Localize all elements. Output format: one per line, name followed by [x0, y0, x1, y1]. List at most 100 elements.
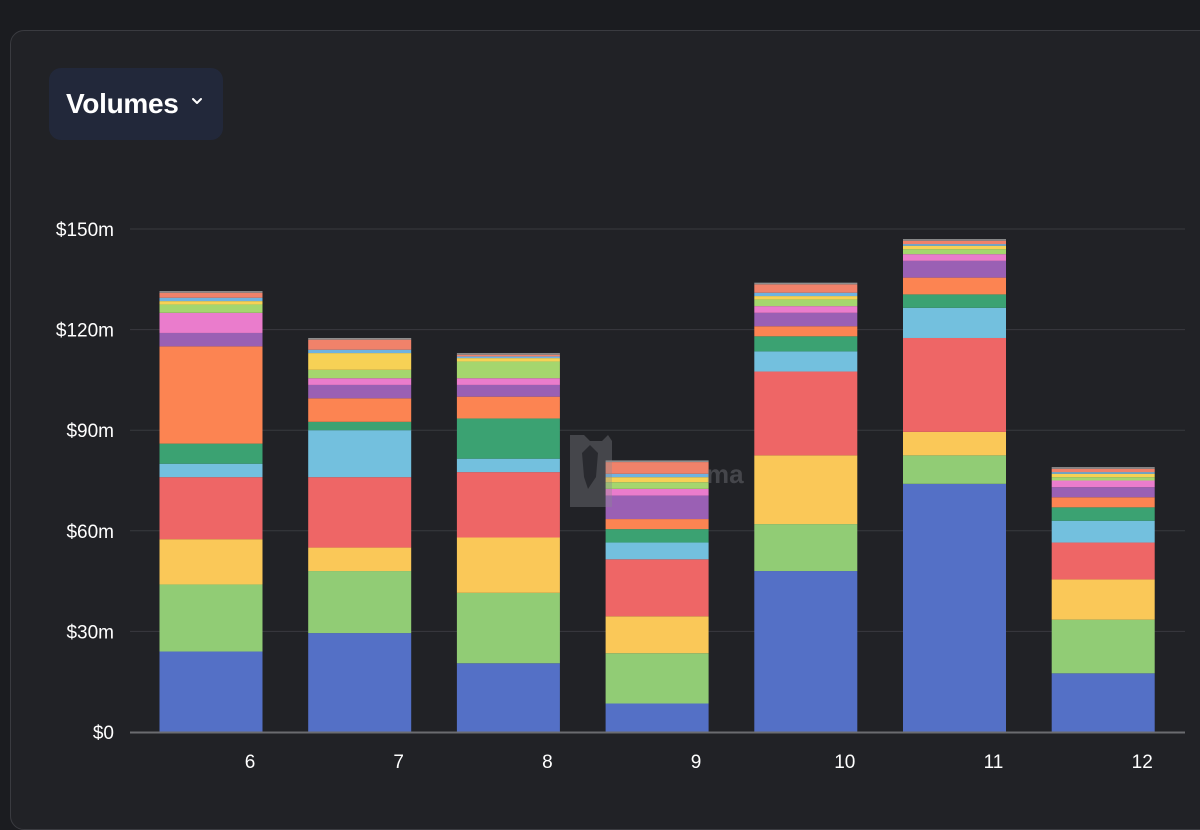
bar-segment[interactable] — [903, 337, 1006, 432]
bar-segment[interactable] — [308, 547, 412, 572]
bar-segment[interactable] — [456, 537, 560, 593]
bar-segment[interactable] — [605, 460, 709, 463]
bar-segment[interactable] — [159, 346, 263, 444]
bar-segment[interactable] — [903, 431, 1006, 456]
bar-segment[interactable] — [1051, 673, 1155, 732]
bar-segment[interactable] — [456, 384, 560, 397]
bar-segment[interactable] — [605, 495, 709, 520]
bar-segment[interactable] — [159, 292, 263, 298]
bar-segment[interactable] — [456, 592, 560, 664]
bar-segment[interactable] — [159, 443, 263, 464]
bar-segment[interactable] — [605, 559, 709, 617]
bar-segment[interactable] — [308, 633, 412, 732]
bar-segment[interactable] — [754, 312, 858, 327]
bar-segment[interactable] — [456, 663, 560, 732]
bar-segment[interactable] — [903, 249, 1006, 255]
bar-segment[interactable] — [605, 482, 709, 489]
bar-stack-12[interactable] — [1051, 467, 1155, 732]
bar-segment[interactable] — [1051, 542, 1155, 580]
bar-segment[interactable] — [308, 369, 412, 379]
bar-segment[interactable] — [456, 358, 560, 362]
bar-segment[interactable] — [605, 616, 709, 654]
bar-segment[interactable] — [308, 349, 412, 354]
bar-segment[interactable] — [1051, 477, 1155, 481]
bar-segment[interactable] — [605, 703, 709, 732]
bar-segment[interactable] — [308, 339, 412, 350]
bar-segment[interactable] — [1051, 520, 1155, 543]
bar-segment[interactable] — [754, 292, 858, 297]
bar-segment[interactable] — [159, 332, 263, 347]
bar-segment[interactable] — [605, 488, 709, 496]
bar-segment[interactable] — [903, 483, 1006, 732]
bar-segment[interactable] — [456, 361, 560, 379]
bar-segment[interactable] — [159, 304, 263, 313]
bar-segment[interactable] — [456, 458, 560, 473]
bar-segment[interactable] — [308, 571, 412, 634]
bar-segment[interactable] — [456, 354, 560, 357]
bar-segment[interactable] — [308, 430, 412, 478]
bar-segment[interactable] — [754, 296, 858, 300]
bar-segment[interactable] — [754, 351, 858, 372]
bar-segment[interactable] — [1051, 507, 1155, 521]
bar-segment[interactable] — [1051, 619, 1155, 674]
bar-segment[interactable] — [903, 307, 1006, 338]
bar-segment[interactable] — [605, 462, 709, 474]
bar-segment[interactable] — [754, 571, 858, 732]
bar-segment[interactable] — [754, 306, 858, 313]
bar-segment[interactable] — [605, 529, 709, 543]
bar-segment[interactable] — [1051, 468, 1155, 473]
bar-segment[interactable] — [159, 477, 263, 540]
bar-segment[interactable] — [903, 294, 1006, 308]
bar-segment[interactable] — [903, 244, 1006, 246]
bar-stack-11[interactable] — [903, 239, 1006, 732]
bar-segment[interactable] — [903, 239, 1006, 241]
bar-segment[interactable] — [903, 254, 1006, 261]
bar-segment[interactable] — [754, 299, 858, 307]
bar-segment[interactable] — [1051, 467, 1155, 469]
bar-segment[interactable] — [159, 539, 263, 585]
bar-segment[interactable] — [1051, 497, 1155, 508]
bar-segment[interactable] — [754, 326, 858, 337]
bar-segment[interactable] — [456, 396, 560, 419]
bar-segment[interactable] — [1051, 473, 1155, 478]
bar-segment[interactable] — [456, 418, 560, 459]
bar-segment[interactable] — [308, 378, 412, 385]
bar-segment[interactable] — [308, 384, 412, 399]
bar-segment[interactable] — [605, 653, 709, 704]
bar-segment[interactable] — [1051, 487, 1155, 498]
bar-segment[interactable] — [1051, 579, 1155, 620]
bar-segment[interactable] — [1051, 472, 1155, 474]
bar-segment[interactable] — [754, 282, 858, 285]
bar-segment[interactable] — [308, 337, 412, 340]
bar-segment[interactable] — [308, 398, 412, 422]
bar-segment[interactable] — [308, 421, 412, 431]
bar-stack-10[interactable] — [754, 282, 858, 732]
bar-segment[interactable] — [308, 353, 412, 370]
bar-segment[interactable] — [159, 297, 263, 302]
bar-segment[interactable] — [159, 651, 263, 732]
bar-segment[interactable] — [456, 353, 560, 355]
bar-segment[interactable] — [159, 312, 263, 333]
bar-stack-9[interactable] — [605, 460, 709, 732]
bar-segment[interactable] — [903, 240, 1006, 245]
bar-stack-8[interactable] — [456, 353, 560, 732]
bar-segment[interactable] — [1051, 480, 1155, 488]
bar-segment[interactable] — [605, 542, 709, 560]
bar-segment[interactable] — [456, 472, 560, 538]
bar-segment[interactable] — [754, 524, 858, 572]
bar-segment[interactable] — [605, 477, 709, 483]
metric-dropdown[interactable]: Volumes — [49, 68, 223, 140]
bar-segment[interactable] — [605, 473, 709, 478]
bar-segment[interactable] — [754, 371, 858, 456]
bar-segment[interactable] — [754, 284, 858, 293]
bar-segment[interactable] — [754, 455, 858, 525]
bar-stack-7[interactable] — [308, 337, 412, 732]
bar-segment[interactable] — [754, 336, 858, 352]
bar-segment[interactable] — [903, 277, 1006, 295]
bar-segment[interactable] — [159, 584, 263, 652]
bar-segment[interactable] — [456, 378, 560, 385]
bar-segment[interactable] — [308, 477, 412, 548]
bar-segment[interactable] — [903, 245, 1006, 250]
bar-segment[interactable] — [159, 291, 263, 293]
bar-segment[interactable] — [903, 455, 1006, 484]
